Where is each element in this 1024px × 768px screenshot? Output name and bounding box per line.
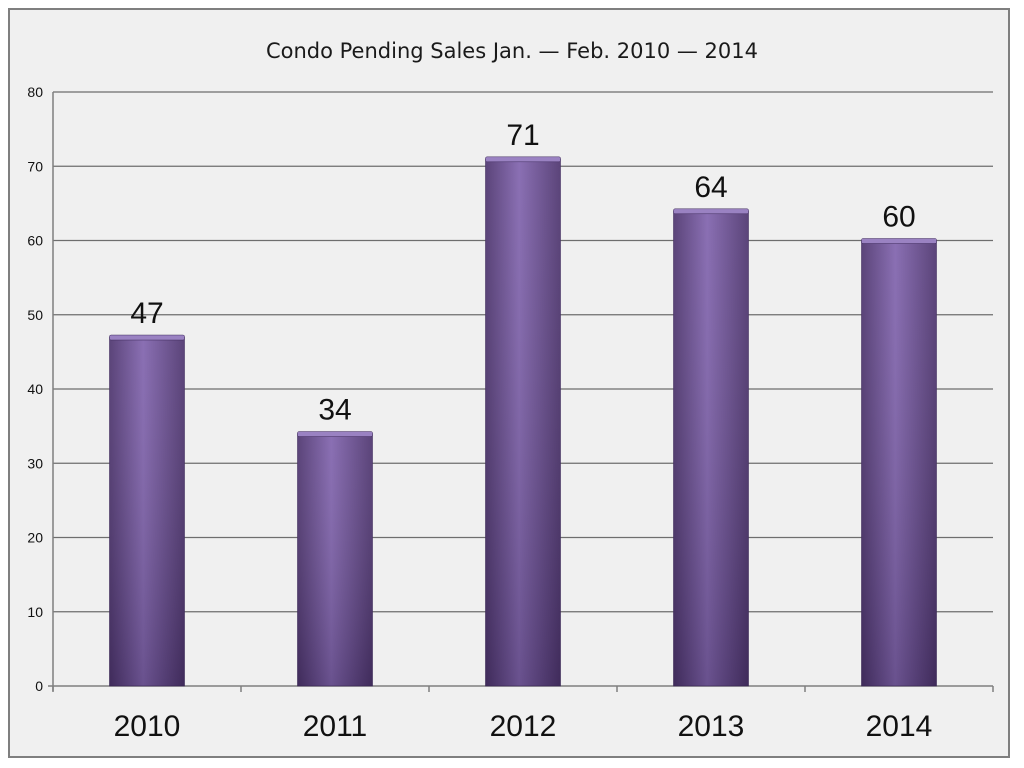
y-tick-label: 30 <box>27 455 43 471</box>
bar-shade-2013 <box>673 210 749 687</box>
y-tick-label: 10 <box>27 604 43 620</box>
data-label-2010: 47 <box>130 297 163 330</box>
y-tick-label: 80 <box>27 84 43 100</box>
data-label-2014: 60 <box>882 201 915 234</box>
y-tick-label: 0 <box>35 678 43 694</box>
y-tick-label: 20 <box>27 530 43 546</box>
data-label-2013: 64 <box>694 171 727 204</box>
y-tick-label: 70 <box>27 158 43 174</box>
y-tick-label: 60 <box>27 233 43 249</box>
data-label-2011: 34 <box>318 394 351 427</box>
data-labels: 47 2010 34 2011 71 2012 64 2013 60 2014 <box>114 119 933 743</box>
x-tick-label-2010: 2010 <box>114 710 181 743</box>
bar-top-2013 <box>673 208 749 215</box>
bar-top-2012 <box>485 156 561 163</box>
x-tick-label-2011: 2011 <box>303 710 368 743</box>
bar-top-2010 <box>109 334 185 341</box>
bar-top-2014 <box>861 238 937 244</box>
bar-chart: Condo Pending Sales Jan. — Feb. 2010 — 2… <box>27 39 994 743</box>
chart-title: Condo Pending Sales Jan. — Feb. 2010 — 2… <box>266 39 758 63</box>
data-label-2012: 71 <box>506 119 539 152</box>
bar-top-2011 <box>297 431 373 437</box>
x-tick-label-2012: 2012 <box>490 710 557 743</box>
x-tick-label-2013: 2013 <box>678 710 745 743</box>
bar-shade-2011 <box>297 433 373 686</box>
x-tick-label-2014: 2014 <box>866 710 933 743</box>
bars <box>109 156 937 687</box>
bar-shade-2012 <box>485 158 561 686</box>
bar-shade-2010 <box>109 337 185 686</box>
chart-frame: Condo Pending Sales Jan. — Feb. 2010 — 2… <box>8 8 1010 758</box>
y-tick-label: 50 <box>27 307 43 323</box>
bar-shade-2014 <box>861 240 937 686</box>
y-tick-label: 40 <box>27 381 43 397</box>
